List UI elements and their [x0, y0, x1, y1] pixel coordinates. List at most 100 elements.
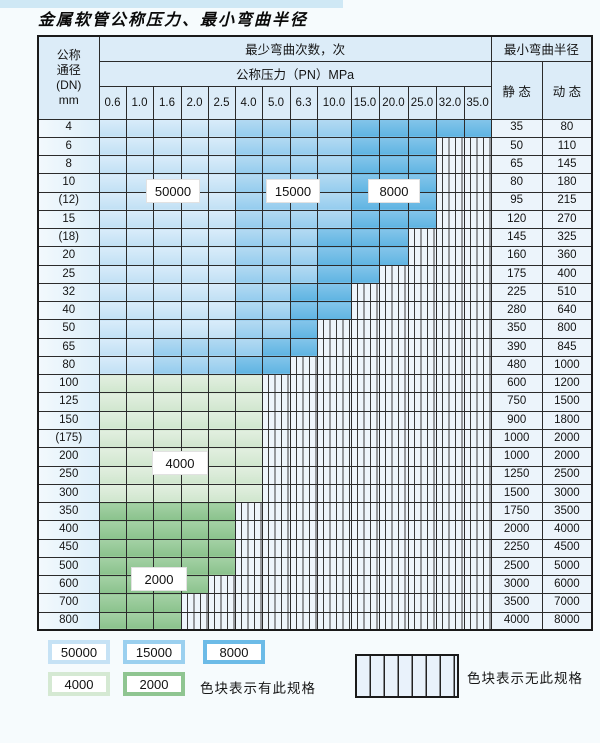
spec-cell [180, 410, 209, 431]
spec-cell [378, 392, 409, 412]
spec-cell [152, 118, 182, 138]
spec-cell [180, 520, 209, 540]
spec-cell [378, 319, 409, 339]
spec-cell [316, 410, 352, 431]
table-row: 400 2000 4000 [37, 520, 593, 540]
spec-cell [378, 301, 409, 321]
pressure-tick: 4.0 [234, 85, 263, 120]
table-row: 32 225 510 [37, 282, 593, 303]
spec-cell [207, 483, 236, 504]
spec-cell [261, 209, 291, 230]
spec-cell [378, 465, 409, 485]
spec-cell [463, 502, 492, 522]
dn-value: 800 [37, 611, 100, 631]
spec-cell [261, 611, 291, 631]
spec-cell [350, 520, 380, 540]
spec-cell [98, 429, 127, 449]
spec-cell [207, 447, 236, 467]
spec-cell [350, 447, 380, 467]
spec-cell [350, 502, 380, 522]
spec-cell [207, 392, 236, 412]
spec-cell [98, 209, 127, 230]
dynamic-value: 270 [541, 209, 593, 230]
dn-value: 300 [37, 483, 100, 504]
spec-cell [316, 593, 352, 613]
static-value: 35 [490, 118, 543, 138]
spec-cell [234, 538, 263, 558]
spec-cell [463, 228, 492, 248]
pressure-tick: 5.0 [261, 85, 291, 120]
spec-cell [234, 593, 263, 613]
dn-value: (175) [37, 429, 100, 449]
spec-cell [350, 483, 380, 504]
spec-cell [435, 410, 465, 431]
dn-value: 250 [37, 465, 100, 485]
spec-cell [207, 502, 236, 522]
spec-cell [152, 155, 182, 175]
dynamic-value: 1000 [541, 355, 593, 376]
spec-cell [98, 520, 127, 540]
spec-cell [234, 136, 263, 157]
spec-cell [152, 228, 182, 248]
spec-cell [98, 191, 127, 211]
dn-value: 4 [37, 118, 100, 138]
table-row: 150 900 1800 [37, 410, 593, 431]
table-row: 15 120 270 [37, 209, 593, 230]
spec-cell [234, 173, 263, 193]
spec-cell [378, 538, 409, 558]
spec-cell [152, 410, 182, 431]
spec-cell [463, 118, 492, 138]
spec-cell [261, 593, 291, 613]
spec-cell [435, 209, 465, 230]
spec-cell [407, 246, 437, 266]
spec-cell [207, 246, 236, 266]
spec-cell [378, 155, 409, 175]
spec-cell [316, 228, 352, 248]
dn-value: 500 [37, 556, 100, 577]
spec-cell [289, 538, 318, 558]
legend-available-text: 色块表示有此规格 [200, 681, 316, 696]
pressure-tick: 2.0 [180, 85, 209, 120]
dynamic-value: 510 [541, 282, 593, 303]
spec-cell [378, 429, 409, 449]
spec-cell [152, 209, 182, 230]
spec-cell [316, 611, 352, 631]
spec-cell [180, 392, 209, 412]
table-row: 250 1250 2500 [37, 465, 593, 485]
spec-cell [350, 155, 380, 175]
spec-cell [435, 611, 465, 631]
spec-cell [152, 502, 182, 522]
dn-value: 25 [37, 264, 100, 284]
pressure-tick: 20.0 [378, 85, 409, 120]
spec-cell [435, 355, 465, 376]
spec-cell [289, 319, 318, 339]
spec-cell [152, 392, 182, 412]
spec-cell [98, 337, 127, 357]
spec-cell [98, 410, 127, 431]
spec-cell [407, 556, 437, 577]
spec-cell [98, 264, 127, 284]
spec-cell [152, 136, 182, 157]
spec-cell [350, 209, 380, 230]
spec-cell [207, 410, 236, 431]
spec-cell [463, 355, 492, 376]
dn-value: 15 [37, 209, 100, 230]
spec-cell [125, 520, 154, 540]
spec-cell [463, 319, 492, 339]
spec-cell [234, 301, 263, 321]
pressure-tick: 0.6 [98, 85, 127, 120]
spec-cell [435, 191, 465, 211]
spec-cell [378, 520, 409, 540]
spec-cell [98, 118, 127, 138]
spec-cell [261, 392, 291, 412]
table-row: 700 3500 7000 [37, 593, 593, 613]
spec-cell [316, 136, 352, 157]
spec-cell [463, 209, 492, 230]
spec-cell [407, 429, 437, 449]
dn-header-line: 公称 [56, 47, 81, 62]
spec-cell [261, 575, 291, 595]
spec-cell [234, 556, 263, 577]
spec-cell [234, 465, 263, 485]
spec-cell [180, 264, 209, 284]
spec-cell [316, 173, 352, 193]
